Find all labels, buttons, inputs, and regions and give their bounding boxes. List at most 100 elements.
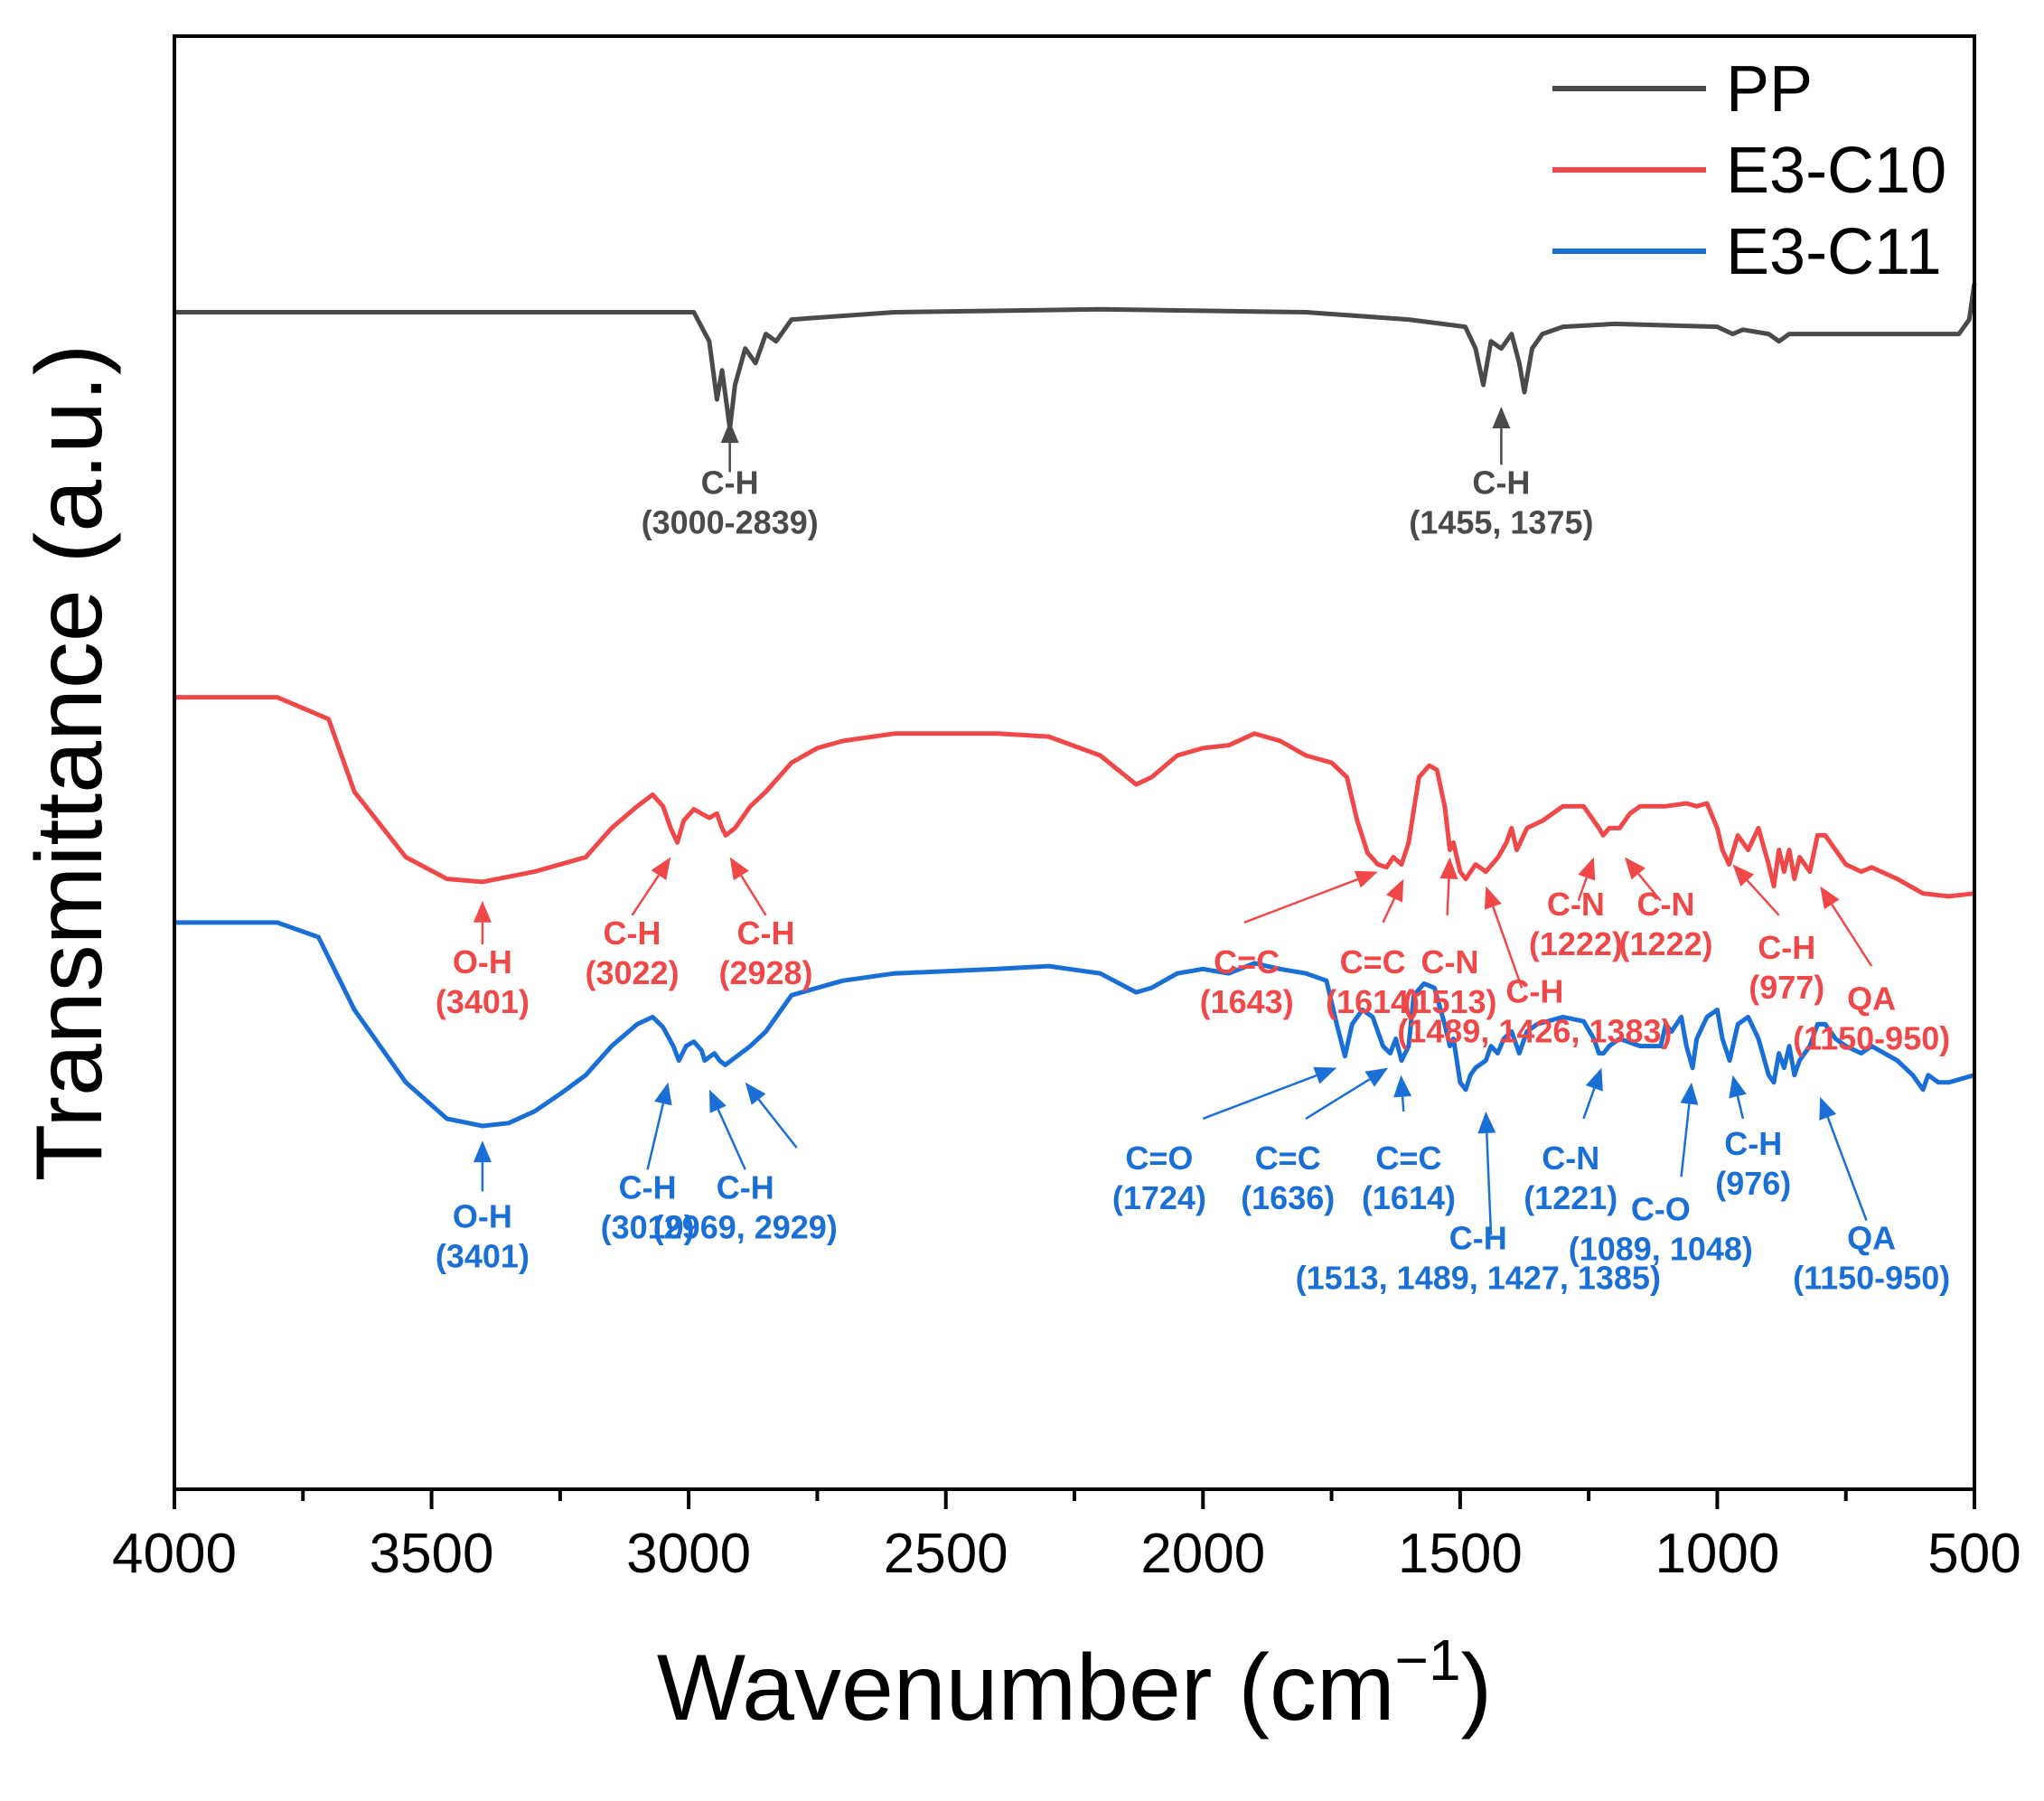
legend-item-e3-c11: E3-C11 bbox=[1552, 216, 1942, 288]
annotation-label-line-2: (1636) bbox=[1241, 1179, 1335, 1216]
x-axis-title: Wavenumber (cm−1) bbox=[657, 1627, 1492, 1740]
annotation-e3-c10-11: C-H(977) bbox=[1732, 864, 1824, 1006]
annotation-arrow-head bbox=[1313, 1066, 1337, 1084]
annotation-arrow-shaft bbox=[1243, 877, 1358, 924]
annotation-label-line-2: (1724) bbox=[1112, 1179, 1206, 1216]
annotation-arrow-head bbox=[473, 900, 492, 923]
annotation-e3-c10-7: C-N(1513) bbox=[1402, 857, 1497, 1020]
annotation-arrow-head bbox=[654, 1082, 672, 1106]
annotation-arrow-shaft bbox=[1202, 1074, 1317, 1121]
x-tick-label-4000: 4000 bbox=[112, 1523, 237, 1585]
annotation-label-line-2: (1222) bbox=[1529, 925, 1623, 962]
annotation-arrow-head bbox=[745, 1082, 766, 1105]
annotation-arrow-shaft bbox=[1446, 878, 1450, 915]
annotation-label-line-2: (2928) bbox=[718, 954, 812, 991]
x-tick-label-3000: 3000 bbox=[626, 1523, 751, 1585]
annotation-label-line-1: C-H bbox=[1505, 972, 1563, 1009]
annotation-e3-c11-16 bbox=[745, 1082, 798, 1149]
x-tick-label-2500: 2500 bbox=[884, 1523, 1008, 1585]
annotation-e3-c10-3: C-H(3022) bbox=[586, 857, 680, 991]
annotation-label-line-1: C-N bbox=[1637, 886, 1695, 923]
annotation-arrow-shaft bbox=[1382, 897, 1396, 924]
annotation-e3-c11-23: C-H(976) bbox=[1715, 1074, 1791, 1202]
annotation-label-line-2: (1643) bbox=[1200, 983, 1294, 1020]
annotation-label-line-2: (3019) bbox=[601, 1208, 695, 1245]
annotation-arrow-shaft bbox=[1680, 1103, 1691, 1177]
annotation-arrow-head bbox=[1484, 886, 1502, 910]
annotation-label-line-2: (2969, 2929) bbox=[653, 1208, 838, 1245]
annotation-arrow-shaft bbox=[1831, 904, 1873, 967]
annotation-arrow-head bbox=[1439, 857, 1458, 879]
x-axis-title-close: ) bbox=[1461, 1636, 1493, 1740]
annotation-e3-c11-18: C=C(1636) bbox=[1241, 1067, 1389, 1216]
annotation-label-line-1: C=O bbox=[1125, 1140, 1193, 1177]
annotation-label-line-1: C-H bbox=[619, 1168, 677, 1205]
annotation-arrow-shaft bbox=[740, 875, 767, 916]
annotation-arrow-shaft bbox=[1826, 1116, 1868, 1221]
annotation-label-line-1: C=C bbox=[1255, 1140, 1321, 1177]
annotation-label-line-1: O-H bbox=[453, 943, 512, 980]
annotation-arrow-shaft bbox=[757, 1098, 798, 1149]
annotation-label-line-2: (1150-950) bbox=[1793, 1260, 1950, 1297]
annotation-arrow-shaft bbox=[1736, 1095, 1745, 1120]
legend-label-e3-c11: E3-C11 bbox=[1726, 216, 1942, 288]
annotations-group: C-H(3000-2839)C-H(1455, 1375)O-H(3401)C-… bbox=[436, 407, 1950, 1297]
legend-item-e3-c10: E3-C10 bbox=[1552, 135, 1946, 207]
annotation-e3-c10-4: C-H(2928) bbox=[718, 857, 813, 991]
annotation-arrow-head bbox=[1729, 1074, 1747, 1099]
annotation-label-line-2: (3000-2839) bbox=[642, 504, 819, 541]
annotation-label-line-2: (1150-950) bbox=[1793, 1019, 1950, 1056]
annotation-label-line-1: C-H bbox=[1449, 1220, 1507, 1257]
annotation-arrow-shaft bbox=[717, 1109, 746, 1170]
annotation-label-line-1: C=C bbox=[1214, 943, 1280, 980]
annotation-label-line-1: O-H bbox=[453, 1198, 512, 1235]
annotation-e3-c11-13: O-H(3401) bbox=[436, 1140, 530, 1275]
annotation-e3-c10-10: C-H(1489, 1426, 1383) bbox=[1397, 886, 1673, 1049]
annotation-e3-c11-19: C=C(1614) bbox=[1362, 1074, 1456, 1216]
series-line-e3-c10 bbox=[174, 695, 1975, 899]
annotation-label-line-1: C-H bbox=[1724, 1125, 1782, 1162]
annotation-arrow-shaft bbox=[1582, 1087, 1596, 1120]
plot-series-group bbox=[174, 283, 1977, 1129]
series-line-e3-c11 bbox=[174, 920, 1975, 1129]
annotation-arrow-head bbox=[1819, 1096, 1837, 1121]
annotation-label-line-1: C=C bbox=[1375, 1140, 1441, 1177]
annotation-arrow-head bbox=[1680, 1082, 1699, 1105]
annotation-arrow-head bbox=[1578, 857, 1596, 881]
annotation-arrow-head bbox=[1354, 870, 1378, 888]
annotation-e3-c10-5: C=C(1643) bbox=[1200, 870, 1378, 1020]
annotation-arrow-head bbox=[1492, 407, 1511, 429]
annotation-e3-c11-21: C-N(1221) bbox=[1524, 1067, 1617, 1216]
annotation-label-line-2: (1089, 1048) bbox=[1569, 1231, 1753, 1268]
annotation-e3-c10-12: QA(1150-950) bbox=[1793, 886, 1950, 1056]
annotation-e3-c11-15: C-H(2969, 2929) bbox=[653, 1089, 838, 1245]
annotation-e3-c11-24: QA(1150-950) bbox=[1793, 1096, 1950, 1297]
annotation-label-line-1: C-H bbox=[604, 915, 661, 952]
annotation-arrow-shaft bbox=[1401, 1096, 1405, 1112]
annotation-e3-c10-9: C-N(1222) bbox=[1618, 857, 1713, 962]
legend-label-pp: PP bbox=[1726, 53, 1813, 126]
annotation-e3-c10-8: C-N(1222) bbox=[1529, 857, 1623, 962]
annotation-label-line-1: C-N bbox=[1547, 886, 1605, 923]
x-axis-title-main: Wavenumber (cm bbox=[657, 1636, 1395, 1740]
annotation-label-line-2: (1614) bbox=[1362, 1179, 1456, 1216]
annotation-e3-c10-2: O-H(3401) bbox=[436, 900, 530, 1020]
x-axis-title-superscript: −1 bbox=[1395, 1627, 1461, 1693]
annotation-label-line-1: C-H bbox=[1758, 929, 1815, 966]
annotation-arrow-head bbox=[1820, 886, 1840, 910]
annotation-e3-c10-6: C=C(1614) bbox=[1326, 878, 1420, 1020]
annotation-label-line-2: (1614) bbox=[1326, 983, 1420, 1020]
annotation-arrow-head bbox=[1364, 1067, 1389, 1087]
annotation-arrow-head bbox=[708, 1089, 727, 1113]
annotation-arrow-shaft bbox=[1637, 873, 1662, 902]
annotation-arrow-head bbox=[1385, 878, 1404, 903]
annotation-label-line-2: (1489, 1426, 1383) bbox=[1397, 1012, 1672, 1049]
annotation-e3-c11-14: C-H(3019) bbox=[601, 1082, 695, 1245]
annotation-label-line-1: C-H bbox=[701, 464, 759, 502]
legend-label-e3-c10: E3-C10 bbox=[1726, 135, 1946, 207]
x-tick-label-1000: 1000 bbox=[1655, 1523, 1779, 1585]
legend: PP E3-C10 E3-C11 bbox=[1552, 53, 1946, 288]
annotation-arrow-head bbox=[1585, 1067, 1603, 1092]
annotation-label-line-2: (3401) bbox=[436, 1238, 530, 1275]
